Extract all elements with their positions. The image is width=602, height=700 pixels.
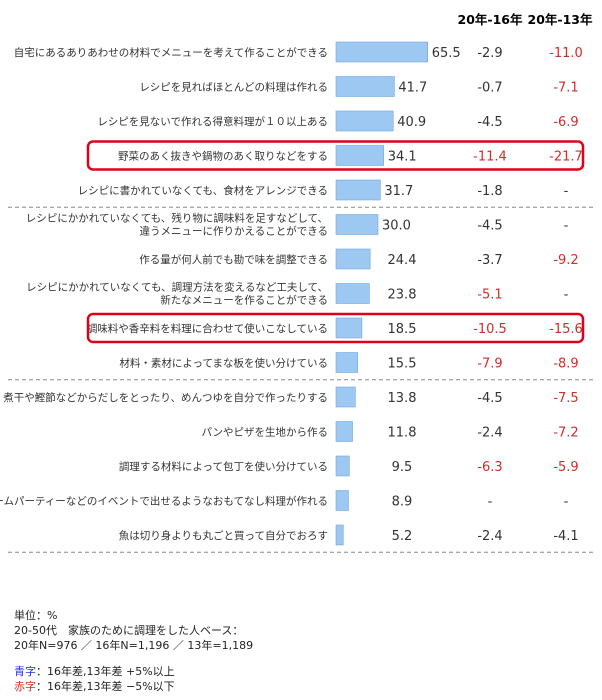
legend: 青字：16年差,13年差 +5%以上 赤字：16年差,13年差 −5%以下 xyxy=(14,664,175,694)
diff16-value: - xyxy=(488,495,493,510)
diff13-value: -21.7 xyxy=(549,150,583,165)
diff13-value: -11.0 xyxy=(549,46,583,61)
legend-blue-desc: ：16年差,13年差 +5%以上 xyxy=(36,665,175,678)
diff16-value: -4.5 xyxy=(477,219,502,234)
category-label: 煮干や鰹節などからだしをとったり、めんつゆを自分で作ったりする xyxy=(3,391,328,404)
diff13-value: - xyxy=(564,219,569,234)
bar xyxy=(335,214,379,235)
data-label: 23.8 xyxy=(388,288,417,303)
bar xyxy=(335,524,344,546)
diff13-value: -15.6 xyxy=(549,322,583,337)
data-label: 40.9 xyxy=(397,115,426,130)
category-label: レシピにかかれていなくても、残り物に調味料を足すなどして、 xyxy=(26,212,328,225)
bar xyxy=(335,317,363,339)
category-label: 新たなメニューを作ることができる xyxy=(160,294,328,307)
diff16-value: -5.1 xyxy=(477,288,502,303)
diff16-value: -11.4 xyxy=(473,150,507,165)
diff13-value: -9.2 xyxy=(553,253,578,268)
highlight-box xyxy=(86,140,585,171)
diff13-value: -7.2 xyxy=(553,426,578,441)
data-label: 30.0 xyxy=(382,219,411,234)
data-label: 31.7 xyxy=(384,184,413,199)
category-label: レシピに書かれていなくても、食材をアレンジできる xyxy=(78,184,328,197)
category-label: パンやピザを生地から作る xyxy=(201,426,328,439)
category-label: 作る量が何人前でも勘で味を調整できる xyxy=(139,253,328,266)
diff16-value: -1.8 xyxy=(477,184,502,199)
diff16-value: -3.7 xyxy=(477,253,502,268)
category-label: 魚は切り身よりも丸ごと買って自分でおろす xyxy=(119,529,328,542)
legend-red-label: 赤字 xyxy=(14,680,36,693)
bar xyxy=(335,110,394,132)
category-label: 調味料や香辛料を料理に合わせて使いこなしている xyxy=(87,322,328,335)
bar xyxy=(335,179,381,201)
data-label: 34.1 xyxy=(388,150,417,165)
chart: 20年-16年 20年-13年自宅にあるありあわせの材料でメニューを考えて作ること… xyxy=(0,12,596,553)
category-label: 違うメニューに作りかえることができる xyxy=(140,225,328,238)
highlight-box xyxy=(86,312,585,344)
diff16-value: -6.3 xyxy=(477,460,502,475)
bar xyxy=(335,283,370,304)
diff13-value: -6.9 xyxy=(553,115,578,130)
bar xyxy=(335,352,359,373)
bar xyxy=(335,41,428,63)
diff16-value: -2.9 xyxy=(477,46,502,61)
data-label: 11.8 xyxy=(388,426,417,441)
legend-red-desc: ：16年差,13年差 −5%以下 xyxy=(36,680,175,693)
category-label: レシピにかかれていなくても、調理方法を変えるなど工夫して、 xyxy=(26,281,328,294)
column-header-diff13: 20年-13年 xyxy=(528,12,593,27)
column-header-diff16: 20年-16年 xyxy=(458,12,523,27)
diff16-value: -0.7 xyxy=(477,81,502,96)
diff13-value: - xyxy=(564,288,569,303)
diff16-value: -10.5 xyxy=(473,322,507,337)
legend-red: 赤字：16年差,13年差 −5%以下 xyxy=(14,679,175,694)
bar xyxy=(335,421,353,442)
diff16-value: -4.5 xyxy=(477,391,502,406)
data-label: 8.9 xyxy=(392,495,413,510)
diff13-value: -7.1 xyxy=(553,81,578,96)
bar xyxy=(335,455,350,477)
diff16-value: -4.5 xyxy=(477,115,502,130)
diff13-value: - xyxy=(564,184,569,199)
diff16-value: -2.4 xyxy=(477,426,502,441)
category-label: 材料・素材によってまな板を使い分けている xyxy=(119,357,328,370)
category-label: 野菜のあく抜きや鍋物のあく取りなどをする xyxy=(118,150,328,163)
sample-note: 20年N=976 ／ 16年N=1,196 ／ 13年=1,189 xyxy=(14,639,254,652)
bar xyxy=(335,490,349,511)
data-label: 24.4 xyxy=(388,253,417,268)
diff16-value: -7.9 xyxy=(477,357,502,372)
diff16-value: -2.4 xyxy=(477,529,502,544)
category-label: レシピを見ればほとんどの料理は作れる xyxy=(139,81,328,94)
data-label: 41.7 xyxy=(398,81,427,96)
data-label: 9.5 xyxy=(392,460,413,475)
legend-blue: 青字：16年差,13年差 +5%以上 xyxy=(14,664,175,679)
bar xyxy=(335,386,356,408)
data-label: 13.8 xyxy=(388,391,417,406)
data-label: 5.2 xyxy=(392,529,413,544)
category-label: 調理する材料によって包丁を使い分けている xyxy=(119,460,328,473)
diff13-value: - xyxy=(564,495,569,510)
category-label: レシピを見ないで作れる得意料理が１０以上ある xyxy=(97,115,328,128)
notes: 単位：% 20-50代 家族のために調理をした人ベース： 20年N=976 ／ … xyxy=(14,608,253,653)
data-label: 65.5 xyxy=(432,46,461,61)
data-label: 18.5 xyxy=(388,322,417,337)
diff13-value: -5.9 xyxy=(553,460,578,475)
legend-blue-label: 青字 xyxy=(14,665,36,678)
diff13-value: -8.9 xyxy=(553,357,578,372)
data-label: 15.5 xyxy=(388,357,417,372)
base-note: 20-50代 家族のために調理をした人ベース： xyxy=(14,624,244,637)
bar xyxy=(335,76,395,97)
category-label: ホームパーティーなどのイベントで出せるようなおもてなし料理が作れる xyxy=(0,495,328,508)
unit-note: 単位：% xyxy=(14,609,58,622)
category-label: 自宅にあるありあわせの材料でメニューを考えて作ることができる xyxy=(14,46,328,59)
diff13-value: -4.1 xyxy=(553,529,578,544)
diff13-value: -7.5 xyxy=(553,391,578,406)
bar xyxy=(335,248,371,270)
bar xyxy=(335,145,385,166)
